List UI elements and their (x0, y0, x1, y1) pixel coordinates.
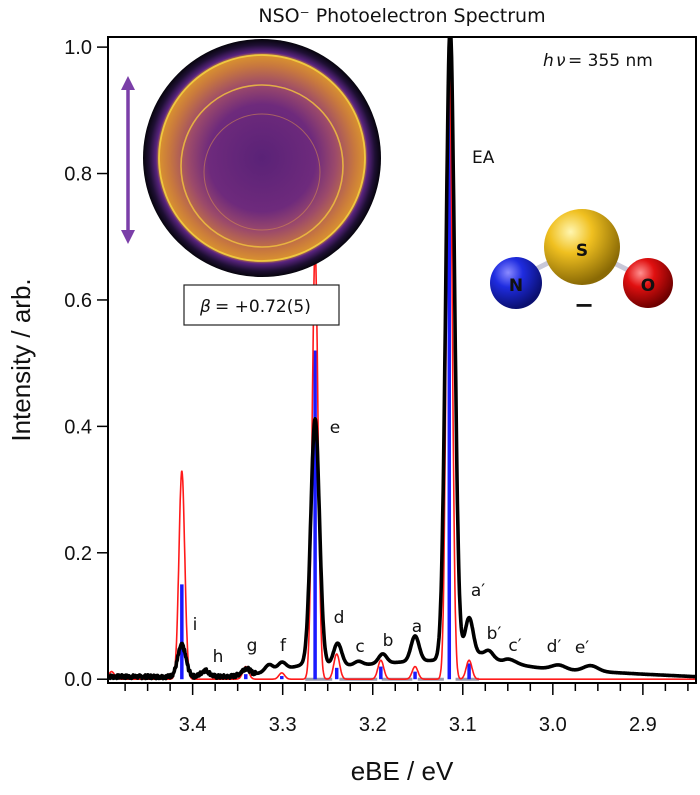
photon-nu: ν (556, 51, 566, 71)
peak-label: e (330, 418, 340, 438)
y-tick-label: 0.4 (64, 416, 92, 438)
peak-label: h (213, 647, 224, 667)
x-tick-label: 3.2 (359, 714, 387, 736)
peak-label: a (412, 617, 422, 637)
photon-h: h (543, 51, 554, 71)
atom-n: N (509, 276, 523, 296)
ea-label: EA (472, 148, 495, 168)
molecule-charge: − (574, 291, 594, 319)
atom-o: O (641, 276, 655, 296)
peak-label: c (355, 637, 364, 657)
peak-label: f (280, 636, 287, 656)
y-axis-title: Intensity / arb. (6, 278, 36, 441)
peak-label: c′ (508, 636, 521, 656)
x-tick-label: 3.0 (539, 714, 567, 736)
peak-label: g (247, 636, 258, 656)
peak-label: d′ (547, 637, 562, 657)
photon-energy-value: = 355 nm (568, 51, 653, 71)
x-tick-label: 3.4 (179, 714, 207, 736)
peak-labels: ih g f e dc ba a′ b′ c′ d′ e′ (193, 418, 590, 667)
chart-title: NSO⁻ Photoelectron Spectrum (258, 5, 545, 27)
x-axis-title: eBE / eV (351, 756, 454, 786)
x-axis: 3.4 3.3 3.2 3.1 3.0 2.9 (124, 683, 689, 736)
peak-label: b (383, 631, 394, 651)
peak-label: b′ (487, 624, 502, 644)
y-tick-label: 0.2 (64, 543, 92, 565)
peak-label: e′ (575, 638, 589, 658)
experiment-trace (108, 37, 696, 681)
atom-s: S (576, 241, 588, 261)
y-tick-label: 0.0 (64, 669, 92, 691)
polarization-arrow-icon (121, 76, 135, 244)
y-tick-label: 0.6 (64, 290, 92, 312)
x-tick-label: 3.1 (449, 714, 477, 736)
stick-spectrum (180, 59, 471, 680)
peak-label: d (334, 608, 345, 628)
y-axis: 0.0 0.2 0.4 0.6 0.8 1.0 (64, 37, 108, 691)
beta-value: = +0.72(5) (215, 297, 311, 317)
plot-frame (107, 36, 697, 684)
x-tick-label: 3.3 (269, 714, 297, 736)
x-tick-label: 2.9 (629, 714, 657, 736)
beta-symbol: β (199, 297, 211, 317)
beta-box: β = +0.72(5) (183, 284, 340, 326)
peak-label: i (193, 615, 198, 635)
nso-molecule-icon: N S O − (490, 209, 673, 319)
vmi-image (143, 39, 381, 277)
plot-area (108, 37, 696, 681)
peak-label: a′ (471, 581, 485, 601)
photon-energy: h ν = 355 nm (543, 51, 653, 71)
y-tick-label: 1.0 (64, 37, 92, 59)
y-tick-label: 0.8 (64, 164, 92, 186)
simulation-trace (108, 45, 696, 680)
